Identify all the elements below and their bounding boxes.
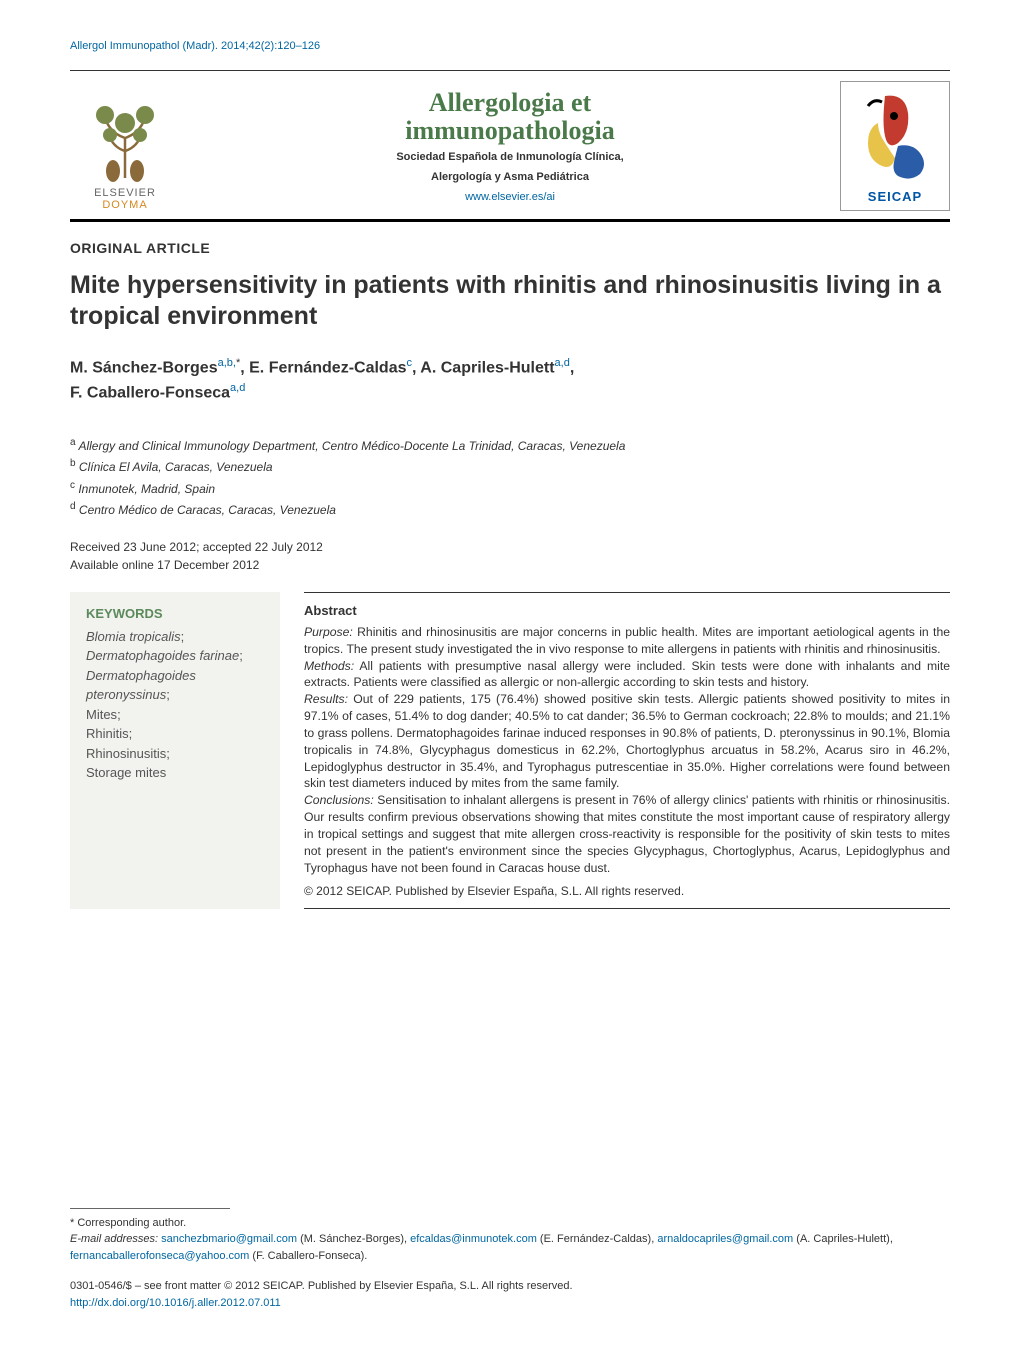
article-title: Mite hypersensitivity in patients with r… — [70, 270, 950, 333]
affiliation-d: d Centro Médico de Caracas, Caracas, Ven… — [70, 499, 950, 520]
journal-title-block: Allergologia et immunopathologia Socieda… — [180, 89, 840, 202]
footer: * Corresponding author. E-mail addresses… — [70, 1208, 950, 1312]
author-2-aff: c — [407, 357, 413, 369]
purpose-label: Purpose: — [304, 625, 353, 639]
abstract-column: Abstract Purpose: Rhinitis and rhinosinu… — [304, 592, 950, 909]
running-head: Allergol Immunopathol (Madr). 2014;42(2)… — [70, 40, 950, 52]
running-head-link[interactable]: Allergol Immunopathol (Madr). 2014;42(2)… — [70, 40, 320, 52]
abstract-body: Purpose: Rhinitis and rhinosinusitis are… — [304, 624, 950, 876]
kw-3: Dermatophagoides pteronyssinus — [86, 668, 196, 703]
methods-text: All patients with presumptive nasal alle… — [304, 659, 950, 690]
kw-4: Mites — [86, 707, 117, 722]
email-3[interactable]: arnaldocapriles@gmail.com — [657, 1233, 793, 1245]
corresponding-author: * Corresponding author. — [70, 1215, 950, 1232]
methods-label: Methods: — [304, 659, 354, 673]
author-4: F. Caballero-Fonseca — [70, 384, 230, 401]
top-rule — [70, 70, 950, 71]
available-online: Available online 17 December 2012 — [70, 556, 950, 574]
article-type: ORIGINAL ARTICLE — [70, 240, 950, 256]
author-3: A. Capriles-Hulett — [420, 359, 554, 376]
results-text: Out of 229 patients, 175 (76.4%) showed … — [304, 692, 950, 790]
author-4-aff: a,d — [230, 382, 245, 394]
email-1-who: (M. Sánchez-Borges) — [300, 1233, 404, 1245]
elsevier-text: ELSEVIER — [94, 187, 156, 199]
abstract-top-rule — [304, 592, 950, 593]
abstract-bottom-rule — [304, 908, 950, 909]
abstract-heading: Abstract — [304, 603, 950, 618]
affiliations: a Allergy and Clinical Immunology Depart… — [70, 435, 950, 520]
seicap-logo: SEICAP — [840, 81, 950, 211]
email-3-who: (A. Capriles-Hulett) — [796, 1233, 890, 1245]
abstract-copyright: © 2012 SEICAP. Published by Elsevier Esp… — [304, 884, 950, 898]
kw-2: Dermatophagoides farinae — [86, 648, 239, 663]
kw-1: Blomia tropicalis — [86, 629, 181, 644]
society-line1: Sociedad Española de Inmunología Clínica… — [180, 150, 840, 164]
email-4[interactable]: fernancaballerofonseca@yahoo.com — [70, 1250, 249, 1262]
affiliation-a: a Allergy and Clinical Immunology Depart… — [70, 435, 950, 456]
results-label: Results: — [304, 692, 348, 706]
journal-url-link[interactable]: www.elsevier.es/ai — [465, 191, 555, 203]
conclusions-text: Sensitisation to inhalant allergens is p… — [304, 793, 950, 874]
author-3-aff: a,d — [555, 357, 570, 369]
keywords-box: KEYWORDS Blomia tropicalis; Dermatophago… — [70, 592, 280, 909]
author-1-aff: a,b, — [218, 357, 236, 369]
author-1-star: * — [236, 357, 240, 369]
email-4-who: (F. Caballero-Fonseca) — [252, 1250, 364, 1262]
front-matter: 0301-0546/$ – see front matter © 2012 SE… — [70, 1278, 950, 1311]
author-1: M. Sánchez-Borges — [70, 359, 218, 376]
thick-rule — [70, 219, 950, 222]
journal-title-line2: immunopathologia — [180, 117, 840, 144]
purpose-text: Rhinitis and rhinosinusitis are major co… — [304, 625, 950, 656]
society-line2: Alergología y Asma Pediátrica — [180, 170, 840, 184]
masthead: ELSEVIER DOYMA Allergologia et immunopat… — [70, 81, 950, 211]
email-label: E-mail addresses: — [70, 1233, 158, 1245]
two-column-region: KEYWORDS Blomia tropicalis; Dermatophago… — [70, 592, 950, 909]
keywords-heading: KEYWORDS — [86, 606, 264, 621]
affiliation-c: c Inmunotek, Madrid, Spain — [70, 478, 950, 499]
kw-5: Rhinitis — [86, 726, 129, 741]
seicap-label: SEICAP — [868, 189, 922, 204]
doyma-text: DOYMA — [102, 199, 147, 211]
author-2: E. Fernández-Caldas — [249, 359, 406, 376]
authors: M. Sánchez-Borgesa,b,*, E. Fernández-Cal… — [70, 355, 950, 406]
received-accepted: Received 23 June 2012; accepted 22 July … — [70, 538, 950, 556]
affiliation-b: b Clínica El Avila, Caracas, Venezuela — [70, 456, 950, 477]
email-2-who: (E. Fernández-Caldas) — [540, 1233, 651, 1245]
seicap-art-icon — [850, 88, 940, 183]
kw-7: Storage mites — [86, 765, 166, 780]
kw-6: Rhinosinusitis — [86, 746, 166, 761]
journal-title-line1: Allergologia et — [180, 89, 840, 116]
email-1[interactable]: sanchezbmario@gmail.com — [161, 1233, 297, 1245]
dates-block: Received 23 June 2012; accepted 22 July … — [70, 538, 950, 574]
conclusions-label: Conclusions: — [304, 793, 374, 807]
front-matter-text: 0301-0546/$ – see front matter © 2012 SE… — [70, 1280, 573, 1292]
doi-link[interactable]: http://dx.doi.org/10.1016/j.aller.2012.0… — [70, 1297, 281, 1309]
emails-line: E-mail addresses: sanchezbmario@gmail.co… — [70, 1231, 950, 1264]
elsevier-logo: ELSEVIER DOYMA — [70, 81, 180, 211]
footer-rule — [70, 1208, 230, 1209]
journal-url: www.elsevier.es/ai — [180, 191, 840, 203]
email-2[interactable]: efcaldas@inmunotek.com — [410, 1233, 537, 1245]
elsevier-tree-icon — [85, 93, 165, 183]
keywords-list: Blomia tropicalis; Dermatophagoides fari… — [86, 627, 264, 783]
